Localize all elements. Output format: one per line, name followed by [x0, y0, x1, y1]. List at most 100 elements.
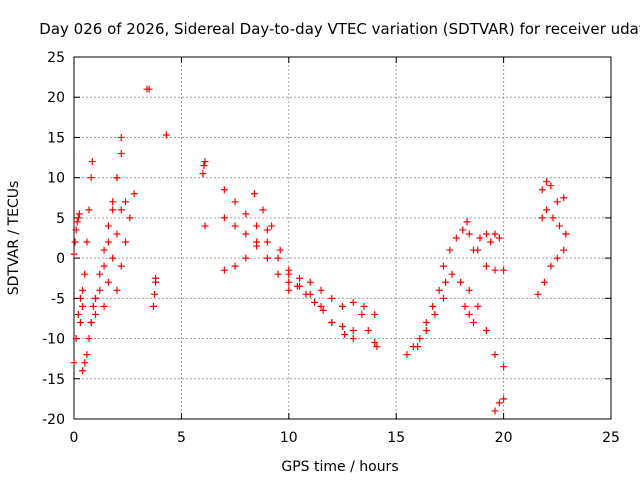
data-point [145, 85, 153, 93]
data-point [89, 302, 97, 310]
y-tick-label: -20 [42, 412, 65, 428]
data-point [500, 395, 508, 403]
data-point [253, 238, 261, 246]
data-point [74, 214, 82, 222]
data-point [162, 131, 170, 139]
series-trace-16 [250, 190, 357, 343]
series-trace-21 [414, 270, 456, 351]
data-point [201, 158, 209, 166]
data-point [109, 206, 117, 214]
data-point [435, 286, 443, 294]
y-tick-label: -15 [42, 372, 65, 388]
series-trace-27 [461, 302, 478, 326]
data-point [200, 162, 208, 170]
data-point [317, 286, 325, 294]
data-point [560, 246, 568, 254]
data-point [547, 182, 555, 190]
data-point [79, 302, 87, 310]
data-point [543, 178, 551, 186]
data-point [457, 278, 465, 286]
series-trace-25 [470, 230, 503, 254]
x-axis-ticks: 0 5 10 15 20 25 [70, 57, 620, 446]
series-trace-06 [91, 133, 125, 318]
series-trace-26 [491, 395, 508, 415]
data-point [500, 266, 508, 274]
data-point [104, 238, 112, 246]
data-point [117, 262, 125, 270]
series-trace-11 [149, 274, 160, 310]
data-point [274, 270, 282, 278]
data-point [113, 174, 121, 182]
data-point [130, 190, 138, 198]
plot-frame [73, 56, 612, 420]
data-point [72, 226, 80, 234]
data-point [560, 194, 568, 202]
data-point [76, 318, 84, 326]
data-point [117, 133, 125, 141]
y-tick-label: 10 [47, 171, 65, 187]
data-point [463, 218, 471, 226]
chart-title: Day 026 of 2026, Sidereal Day-to-day VTE… [39, 20, 640, 38]
series-trace-22 [439, 218, 471, 270]
series-trace-17 [285, 282, 357, 335]
data-point [113, 230, 121, 238]
series-trace-13 [220, 186, 336, 302]
data-point [250, 190, 258, 198]
data-point [91, 294, 99, 302]
x-tick-label: 5 [177, 430, 186, 446]
data-point [360, 302, 368, 310]
data-point [100, 302, 108, 310]
data-point [231, 262, 239, 270]
series-trace-05 [87, 150, 125, 326]
data-point [422, 318, 430, 326]
data-point [231, 198, 239, 206]
data-point [242, 230, 250, 238]
data-point [553, 254, 561, 262]
series-trace-12 [199, 158, 209, 230]
data-point [296, 274, 304, 282]
data-point [403, 351, 411, 359]
data-point [71, 238, 79, 246]
data-point [75, 210, 83, 218]
data-point [263, 254, 271, 262]
data-point [470, 318, 478, 326]
series-trace-08 [113, 190, 138, 294]
series-trace-19 [358, 310, 381, 351]
data-point [474, 302, 482, 310]
data-point [296, 282, 304, 290]
data-point [87, 174, 95, 182]
data-point [465, 286, 473, 294]
data-point [422, 327, 430, 335]
data-point [151, 290, 159, 298]
data-point [358, 310, 366, 318]
data-point [220, 266, 228, 274]
data-point [371, 339, 379, 347]
data-point [253, 222, 261, 230]
data-point [431, 310, 439, 318]
data-point [96, 270, 104, 278]
data-point [126, 214, 134, 222]
data-point [349, 335, 357, 343]
data-point [85, 206, 93, 214]
x-tick-label: 15 [387, 430, 405, 446]
data-point [482, 262, 490, 270]
x-tick-label: 25 [602, 430, 620, 446]
y-tick-label: 25 [47, 50, 65, 66]
data-point [476, 234, 484, 242]
data-point [73, 218, 81, 226]
data-point [429, 302, 437, 310]
y-tick-label: -10 [42, 332, 65, 348]
y-tick-label: 5 [56, 211, 65, 227]
data-point [72, 335, 80, 343]
data-point [152, 274, 160, 282]
data-point [88, 158, 96, 166]
data-point [276, 246, 284, 254]
data-point [371, 310, 379, 318]
series-trace-24 [465, 230, 508, 274]
series-trace-29 [538, 206, 570, 238]
data-point [446, 246, 454, 254]
data-point [263, 226, 271, 234]
data-point [465, 310, 473, 318]
data-point [104, 278, 112, 286]
